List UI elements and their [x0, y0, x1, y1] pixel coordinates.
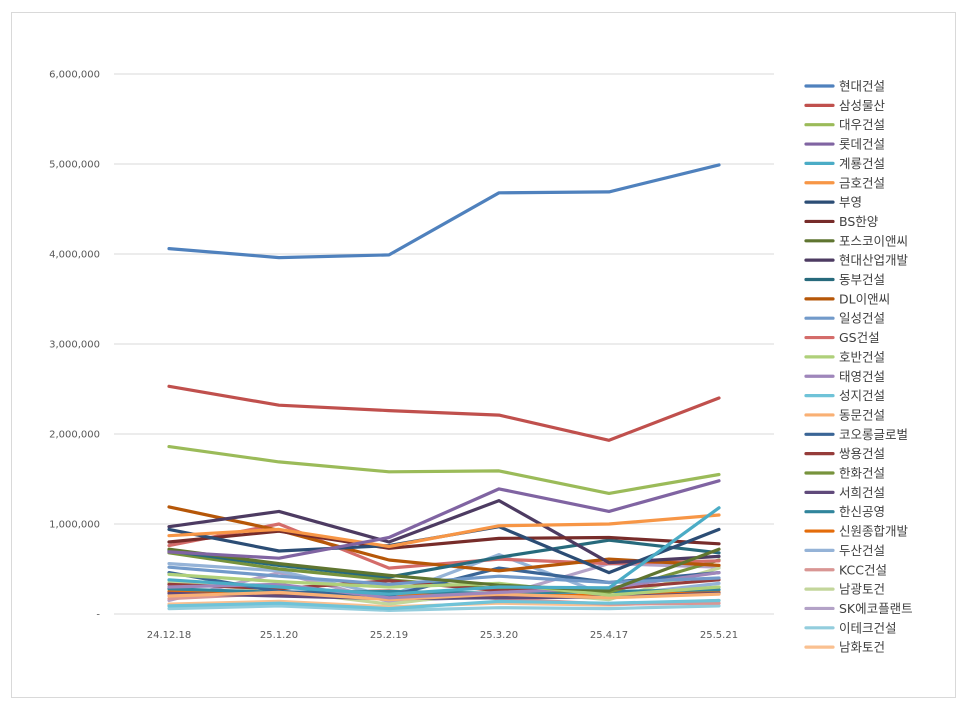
legend-label: 현대건설 — [839, 79, 885, 94]
legend-label: 계룡건설 — [839, 156, 885, 171]
legend-label: 동문건설 — [839, 407, 885, 422]
series-lines — [167, 163, 721, 613]
legend-label: 코오롱글로벌 — [839, 427, 908, 442]
series-line — [167, 163, 721, 260]
chart-frame: - 1,000,000 2,000,000 3,000,000 4,000,000 5,0… — [11, 12, 956, 698]
series-line — [167, 572, 721, 597]
legend-label: 호반건설 — [839, 349, 885, 364]
series-line — [167, 499, 721, 565]
series-line — [167, 604, 721, 613]
series-line — [167, 506, 721, 596]
legend-label: 이테크건설 — [839, 620, 897, 635]
legend-label: 서희건설 — [839, 485, 885, 500]
legend-label: SK에코플랜트 — [839, 601, 913, 616]
y-tick-label: 5,000,000 — [49, 160, 100, 171]
legend-label: 한화건설 — [839, 466, 885, 481]
legend-label: GS건설 — [839, 330, 880, 345]
x-tick-label: 25.1.20 — [260, 630, 298, 641]
legend-label: 롯데건설 — [839, 137, 885, 152]
y-tick-label: 4,000,000 — [49, 250, 100, 261]
series-line — [167, 445, 721, 495]
legend-label: 남화토건 — [839, 640, 885, 655]
x-tick-label: 25.4.17 — [590, 630, 628, 641]
legend-label: BS한양 — [839, 214, 879, 229]
series-line — [167, 513, 721, 549]
series-line — [167, 529, 721, 550]
x-axis: 24.12.18 25.1.20 25.2.19 25.3.20 25.4.17 25.5… — [147, 630, 738, 641]
legend-label: 태영건설 — [839, 369, 885, 384]
series-line — [167, 538, 721, 579]
x-tick-label: 24.12.18 — [147, 630, 192, 641]
legend-label: 포스코이앤씨 — [839, 233, 908, 248]
legend-label: 삼성물산 — [839, 98, 886, 113]
y-tick-label: 6,000,000 — [49, 70, 100, 81]
series-line — [167, 590, 721, 602]
x-tick-label: 25.3.20 — [480, 630, 518, 641]
y-axis: - 1,000,000 2,000,000 3,000,000 4,000,000 5,0… — [49, 70, 100, 621]
legend-label: KCC건설 — [839, 562, 887, 577]
line-chart: - 1,000,000 2,000,000 3,000,000 4,000,000 5,0… — [49, 70, 913, 655]
series-line — [167, 384, 721, 442]
x-tick-label: 25.5.21 — [700, 630, 738, 641]
legend-label: 금호건설 — [839, 175, 885, 190]
legend-label: 일성건설 — [839, 311, 885, 326]
legend-label: 쌍용건설 — [839, 446, 885, 461]
y-tick-label: 1,000,000 — [49, 520, 100, 531]
y-tick-label: 2,000,000 — [49, 430, 100, 441]
legend-label: 동부건설 — [839, 272, 885, 287]
legend-label: 성지건설 — [839, 388, 885, 403]
series-line — [167, 598, 721, 611]
series-line — [167, 479, 721, 560]
legend-label: DL이앤씨 — [839, 291, 890, 306]
legend-label: 한신공영 — [839, 504, 885, 519]
y-tick-label: - — [96, 610, 100, 621]
legend-label: 부영 — [839, 195, 862, 210]
series-line — [167, 547, 721, 593]
legend-label: 현대산업개발 — [839, 253, 909, 268]
y-tick-label: 3,000,000 — [49, 340, 100, 351]
legend-label: 신원종합개발 — [839, 524, 909, 539]
legend-label: 대우건설 — [839, 117, 885, 132]
x-tick-label: 25.2.19 — [370, 630, 408, 641]
legend-label: 남광토건 — [839, 582, 885, 597]
legend-label: 두산건설 — [839, 543, 885, 558]
